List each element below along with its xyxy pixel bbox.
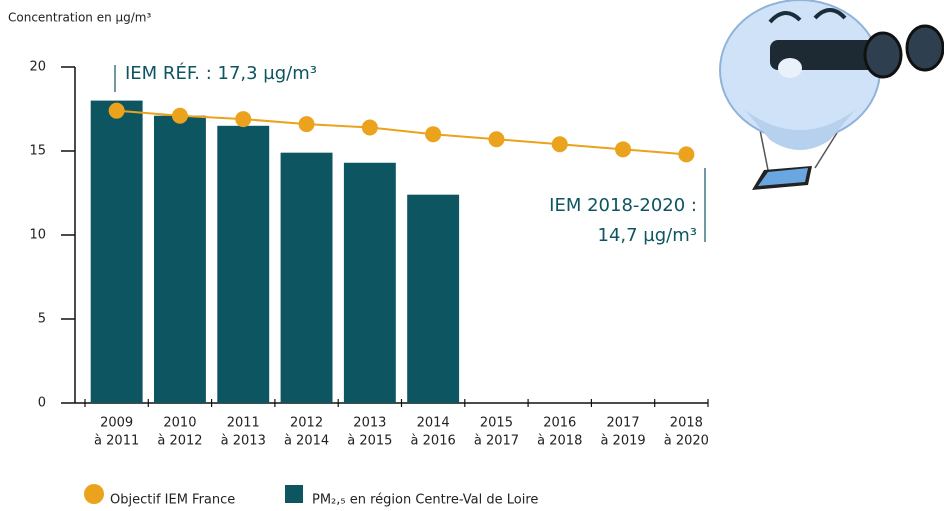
x-tick-label: 2011 xyxy=(227,416,260,431)
annotation: 14,7 µg/m³ xyxy=(598,225,698,246)
x-tick-label: 2013 xyxy=(353,416,386,431)
x-tick-label: à 2014 xyxy=(284,434,329,449)
legend-marker xyxy=(285,485,303,503)
y-tick-label: 15 xyxy=(29,144,46,159)
x-tick-label: 2016 xyxy=(543,416,576,431)
y-tick-label: 10 xyxy=(29,228,46,243)
y-tick-label: 20 xyxy=(29,60,46,75)
x-tick-label: 2010 xyxy=(163,416,196,431)
point xyxy=(678,146,694,162)
legend-marker xyxy=(84,484,104,504)
x-tick-label: à 2017 xyxy=(474,434,519,449)
x-tick-label: 2009 xyxy=(100,416,133,431)
x-tick-label: à 2013 xyxy=(221,434,266,449)
annotation: IEM 2018-2020 : xyxy=(549,195,697,216)
y-axis-label: Concentration en µg/m³ xyxy=(8,11,151,25)
x-tick-label: à 2019 xyxy=(600,434,645,449)
x-tick-label: à 2020 xyxy=(664,434,709,449)
legend-label: Objectif IEM France xyxy=(110,493,235,508)
point xyxy=(235,111,251,127)
x-tick-label: 2018 xyxy=(670,416,703,431)
page: {"chart_data": {"type": "bar", "y_label"… xyxy=(0,0,944,511)
point xyxy=(362,119,378,135)
x-tick-label: à 2016 xyxy=(411,434,456,449)
x-tick-label: 2017 xyxy=(607,416,640,431)
point xyxy=(172,108,188,124)
legend: Objectif IEM France PM₂,₅ en région Cent… xyxy=(84,484,538,508)
x-tick-label: 2012 xyxy=(290,416,323,431)
x-tick-label: à 2015 xyxy=(347,434,392,449)
y-tick-label: 5 xyxy=(38,312,46,327)
point xyxy=(299,116,315,132)
point xyxy=(488,131,504,147)
point xyxy=(109,103,125,119)
bar xyxy=(91,101,143,403)
illustration xyxy=(720,0,943,190)
y-tick-label: 0 xyxy=(38,396,46,411)
x-tick-label: à 2012 xyxy=(157,434,202,449)
bar xyxy=(281,153,333,403)
point xyxy=(615,141,631,157)
bar xyxy=(217,126,269,403)
x-tick-label: à 2011 xyxy=(94,434,139,449)
bar xyxy=(154,116,206,403)
x-tick-label: 2014 xyxy=(417,416,450,431)
bar xyxy=(407,195,459,403)
x-tick-label: 2015 xyxy=(480,416,513,431)
x-tick-label: à 2018 xyxy=(537,434,582,449)
legend-label: PM₂,₅ en région Centre-Val de Loire xyxy=(312,493,538,508)
point xyxy=(552,136,568,152)
point xyxy=(425,126,441,142)
annotation: IEM RÉF. : 17,3 µg/m³ xyxy=(125,62,317,84)
bar xyxy=(344,163,396,403)
chart: Concentration en µg/m³ Objectif IEM Fran… xyxy=(0,0,944,511)
